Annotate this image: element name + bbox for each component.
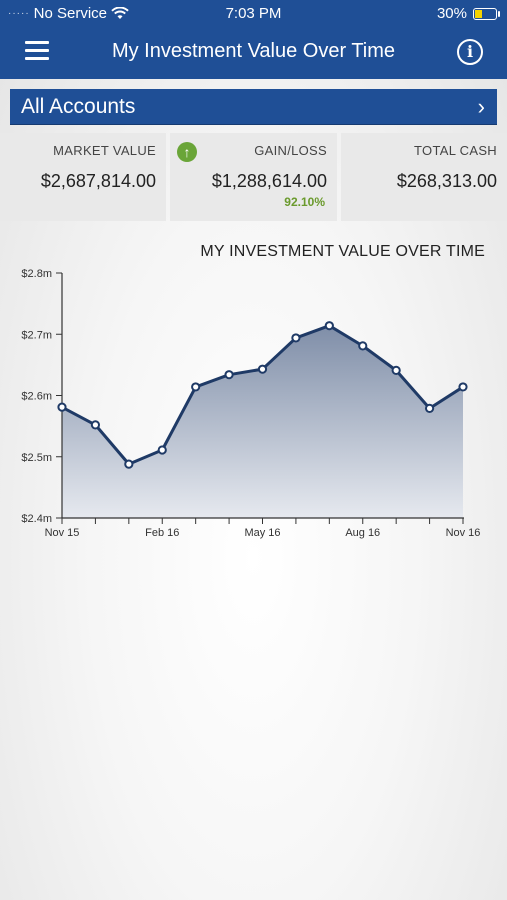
hamburger-menu-icon[interactable]	[25, 41, 49, 61]
chart-title: MY INVESTMENT VALUE OVER TIME	[200, 243, 485, 260]
data-point	[191, 382, 201, 392]
status-time: 7:03 PM	[225, 5, 282, 22]
investment-chart: $2.8m $2.7m $2.6m $2.5m $2.4m Nov 15 Feb 16 May…	[21, 268, 481, 539]
data-point	[424, 403, 435, 413]
gain-loss-card: ↑ GAIN/LOSS $1,288,614.00 92.10%	[170, 133, 337, 221]
x-tick-label: May 16	[244, 527, 280, 539]
y-tick-label: $2.5m	[21, 452, 52, 464]
gain-loss-value: $1,288,614.00	[211, 171, 327, 191]
summary-cards: MARKET VALUE $2,687,814.00 ↑ GAIN/LOSS $…	[0, 133, 507, 221]
total-cash-card: TOTAL CASH $268,313.00	[341, 133, 507, 221]
data-point	[124, 459, 134, 469]
data-point	[391, 365, 401, 375]
account-selector-label: All Accounts	[21, 95, 136, 118]
total-cash-label: TOTAL CASH	[414, 143, 497, 158]
market-value-card: MARKET VALUE $2,687,814.00	[0, 133, 166, 221]
data-point	[90, 420, 101, 430]
y-tick-label: $2.7m	[21, 329, 52, 341]
x-tick-label: Nov 16	[446, 527, 481, 539]
data-point	[257, 364, 268, 374]
y-tick-label: $2.8m	[21, 268, 52, 280]
wifi-icon	[111, 7, 129, 19]
x-tick-label: Feb 16	[145, 527, 179, 539]
info-icon[interactable]: i	[457, 39, 483, 65]
data-point	[57, 402, 67, 412]
market-value-label: MARKET VALUE	[53, 143, 156, 158]
status-bar: ····· No Service 7:03 PM 30%	[0, 0, 507, 26]
chevron-right-icon: ›	[477, 94, 485, 119]
arrow-up-circle-icon: ↑	[177, 142, 197, 162]
data-point	[324, 321, 334, 331]
data-point	[291, 333, 301, 343]
market-value: $2,687,814.00	[40, 171, 156, 191]
page-title: My Investment Value Over Time	[111, 40, 396, 62]
y-tick-label: $2.4m	[21, 513, 52, 525]
gain-loss-percent: 92.10%	[284, 195, 325, 209]
battery-icon	[473, 7, 500, 20]
gain-loss-label: GAIN/LOSS	[254, 143, 327, 158]
chart-area-fill	[62, 325, 463, 518]
data-point	[358, 341, 368, 351]
x-tick-label: Nov 15	[45, 527, 80, 539]
data-point	[458, 382, 468, 392]
data-point	[157, 445, 167, 455]
total-cash-value: $268,313.00	[396, 171, 497, 191]
x-tick-label: Aug 16	[345, 527, 380, 539]
top-bar: ····· No Service 7:03 PM 30% My Investme…	[0, 0, 507, 79]
carrier-label: No Service	[33, 5, 108, 22]
data-point	[224, 370, 234, 380]
battery-percent: 30%	[436, 5, 467, 22]
y-tick-label: $2.6m	[21, 391, 52, 403]
signal-dots: ·····	[8, 8, 30, 19]
nav-bar: My Investment Value Over Time i	[0, 26, 507, 79]
account-selector[interactable]: All Accounts ›	[10, 89, 497, 125]
